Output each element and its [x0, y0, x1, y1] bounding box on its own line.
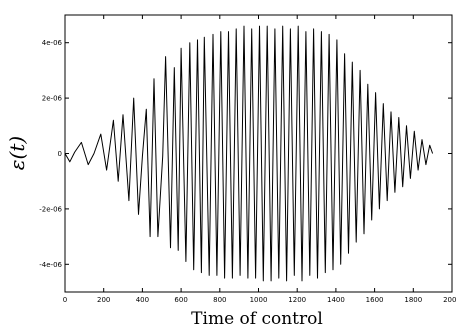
x-tick-label: 200 [97, 296, 110, 304]
series-line [64, 25, 434, 282]
y-tick-label: 2e-06 [42, 95, 63, 103]
plot-area [64, 25, 434, 282]
y-tick-label: 4e-06 [42, 39, 63, 47]
y-tick-label: 0 [58, 150, 62, 158]
plot-frame [64, 14, 453, 293]
x-tick-label: 2000 [443, 296, 457, 304]
y-axis-title: ε(t) [5, 136, 29, 170]
x-axis-title: Time of control [191, 309, 323, 329]
x-tick-label: 800 [213, 296, 226, 304]
y-axis: -4e-06 -2e-06 0 2e-06 4e-06 [39, 39, 452, 269]
y-tick-label: -2e-06 [39, 205, 62, 213]
x-tick-label: 1000 [250, 296, 268, 304]
x-tick-label: 1200 [288, 296, 306, 304]
x-tick-label: 0 [63, 296, 67, 304]
y-tick-label: -4e-06 [39, 261, 62, 269]
x-tick-label: 1600 [366, 296, 384, 304]
x-tick-label: 1400 [327, 296, 345, 304]
x-axis: 0 200 400 600 800 1000 1200 1400 1600 1800 2000 [63, 15, 457, 304]
x-tick-label: 1800 [404, 296, 422, 304]
x-tick-label: 600 [174, 296, 187, 304]
x-tick-label: 400 [136, 296, 149, 304]
